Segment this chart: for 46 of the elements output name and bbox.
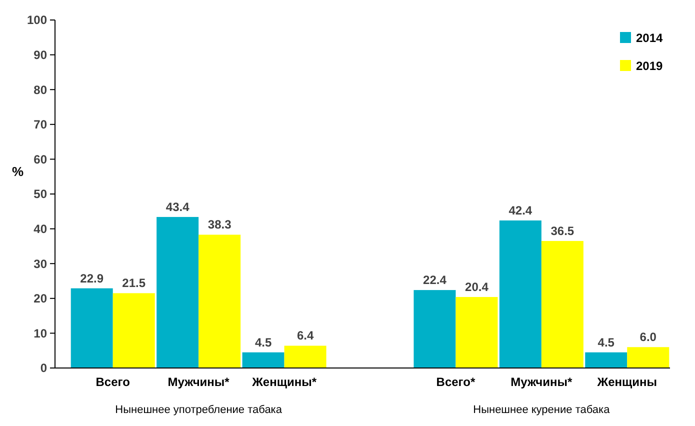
legend-label: 2014 (636, 31, 664, 46)
y-tick-label: 100 (26, 13, 48, 28)
y-tick-label: 40 (34, 222, 48, 236)
data-label: 6.0 (640, 330, 657, 344)
bar (585, 352, 628, 368)
data-label: 22.4 (423, 273, 447, 288)
y-axis-title: % (12, 164, 24, 179)
y-tick-label: 60 (34, 152, 48, 166)
x-tick-label: Мужчины* (168, 375, 230, 389)
bar (499, 220, 542, 368)
y-tick-label: 10 (34, 326, 48, 340)
bar (198, 234, 241, 368)
data-label: 21.5 (122, 276, 146, 290)
bar (627, 347, 670, 368)
data-label: 42.4 (508, 203, 532, 218)
data-label: 4.5 (598, 335, 615, 350)
bar (541, 240, 584, 368)
data-label: 43.4 (166, 200, 190, 214)
bar (242, 352, 284, 368)
bar (456, 297, 498, 368)
y-tick-label: 90 (34, 48, 48, 62)
x-tick-label: Всего (96, 375, 130, 389)
data-label: 4.5 (254, 335, 272, 350)
y-tick-label: 80 (34, 82, 48, 97)
data-label: 6.4 (296, 328, 314, 343)
x-tick-label: Мужчины* (510, 375, 573, 389)
y-tick-label: 0 (40, 361, 48, 376)
data-label: 22.9 (80, 271, 104, 286)
text: Нынешнее употребление табака (115, 404, 283, 416)
bar (112, 293, 155, 368)
data-label: 36.5 (550, 224, 574, 238)
data-label: 20.4 (465, 280, 489, 294)
x-tick-label: Женщины* (251, 375, 317, 389)
y-tick-label: 20 (34, 292, 48, 306)
data-label: 38.3 (208, 218, 232, 232)
x-tick-label: Всего* (436, 375, 476, 389)
bar (284, 346, 326, 368)
y-tick-label: 50 (34, 187, 48, 202)
legend-label: 2019 (636, 59, 664, 74)
y-tick-label: 70 (34, 118, 48, 132)
x-tick-label: Женщины (596, 375, 658, 389)
bar (156, 216, 199, 368)
bar (70, 288, 113, 368)
text: Нынешнее курение табака (473, 404, 611, 416)
y-tick-label: 30 (34, 256, 48, 271)
bar (414, 290, 456, 368)
